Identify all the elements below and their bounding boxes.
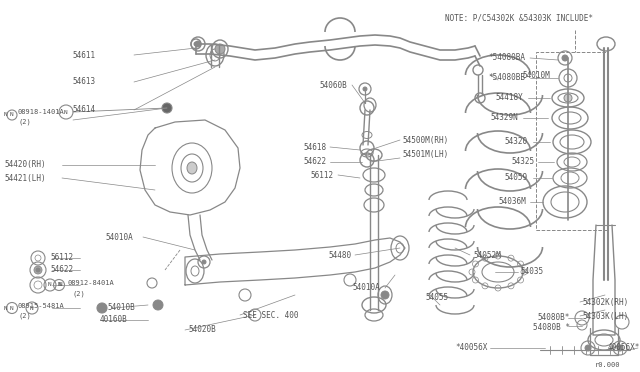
Circle shape xyxy=(194,42,198,46)
Text: 54611: 54611 xyxy=(73,51,96,60)
Text: (2): (2) xyxy=(18,313,31,319)
Text: (2): (2) xyxy=(18,119,31,125)
Text: 54035: 54035 xyxy=(520,267,543,276)
Circle shape xyxy=(97,303,107,313)
Text: 54010B: 54010B xyxy=(107,304,135,312)
Text: 54420(RH): 54420(RH) xyxy=(4,160,45,170)
Text: 54010M: 54010M xyxy=(522,71,550,80)
Text: 54010A: 54010A xyxy=(105,232,133,241)
Circle shape xyxy=(617,345,623,351)
Text: 54622: 54622 xyxy=(304,157,327,167)
Text: N: N xyxy=(10,112,14,118)
Text: 54618: 54618 xyxy=(304,142,327,151)
Text: 08915-5481A: 08915-5481A xyxy=(18,303,65,309)
Text: N: N xyxy=(64,109,68,115)
Text: N: N xyxy=(4,112,8,118)
Circle shape xyxy=(381,291,389,299)
Text: 54302K(RH): 54302K(RH) xyxy=(582,298,628,307)
Text: 08912-8401A: 08912-8401A xyxy=(67,280,114,286)
Circle shape xyxy=(153,300,163,310)
Circle shape xyxy=(36,268,40,272)
Text: N: N xyxy=(57,282,61,288)
Text: NOTE: P/C54302K &54303K INCLUDE*: NOTE: P/C54302K &54303K INCLUDE* xyxy=(445,13,593,22)
Circle shape xyxy=(195,41,201,47)
Circle shape xyxy=(162,103,172,113)
Text: r0.000: r0.000 xyxy=(595,362,620,368)
Text: 54303K(LH): 54303K(LH) xyxy=(582,311,628,321)
Text: 40160B: 40160B xyxy=(100,315,128,324)
Text: 54020B: 54020B xyxy=(188,326,216,334)
Text: 40056X*: 40056X* xyxy=(607,343,640,353)
Text: 54418Y: 54418Y xyxy=(495,93,523,103)
Text: *54080BB: *54080BB xyxy=(488,74,525,83)
Text: 54059: 54059 xyxy=(505,173,528,183)
Text: 54480: 54480 xyxy=(329,250,352,260)
Circle shape xyxy=(363,87,367,91)
Text: (2): (2) xyxy=(72,291,84,297)
Text: 54421(LH): 54421(LH) xyxy=(4,173,45,183)
Circle shape xyxy=(562,55,568,61)
Text: 54055: 54055 xyxy=(425,294,448,302)
Text: N: N xyxy=(48,282,52,288)
Text: 54501M(LH): 54501M(LH) xyxy=(402,151,448,160)
Circle shape xyxy=(564,94,572,102)
Text: 54052M: 54052M xyxy=(473,250,500,260)
Text: 54080B *: 54080B * xyxy=(533,324,570,333)
Ellipse shape xyxy=(187,162,197,174)
Text: 54329N: 54329N xyxy=(490,113,518,122)
Text: *40056X: *40056X xyxy=(456,343,488,353)
Circle shape xyxy=(202,260,206,264)
Text: 56112: 56112 xyxy=(50,253,73,263)
Text: *54080BA: *54080BA xyxy=(488,54,525,62)
Text: 54060B: 54060B xyxy=(319,80,347,90)
Text: N: N xyxy=(30,305,34,311)
Text: N: N xyxy=(4,305,8,311)
Text: 54320: 54320 xyxy=(505,138,528,147)
Text: 54325: 54325 xyxy=(512,157,535,167)
Text: 54010A: 54010A xyxy=(352,283,380,292)
Circle shape xyxy=(215,44,225,54)
Text: 54500M(RH): 54500M(RH) xyxy=(402,135,448,144)
Text: SEE SEC. 400: SEE SEC. 400 xyxy=(243,311,298,320)
Text: 54036M: 54036M xyxy=(499,198,526,206)
Text: 56112: 56112 xyxy=(311,170,334,180)
Text: N: N xyxy=(59,282,63,288)
Text: 54622: 54622 xyxy=(50,266,73,275)
Circle shape xyxy=(34,266,42,274)
Text: N: N xyxy=(10,305,14,311)
Text: 08918-1401A: 08918-1401A xyxy=(18,109,65,115)
Text: 54613: 54613 xyxy=(73,77,96,87)
Circle shape xyxy=(585,345,591,351)
Text: 54614: 54614 xyxy=(73,106,96,115)
Text: 54080B*: 54080B* xyxy=(538,314,570,323)
